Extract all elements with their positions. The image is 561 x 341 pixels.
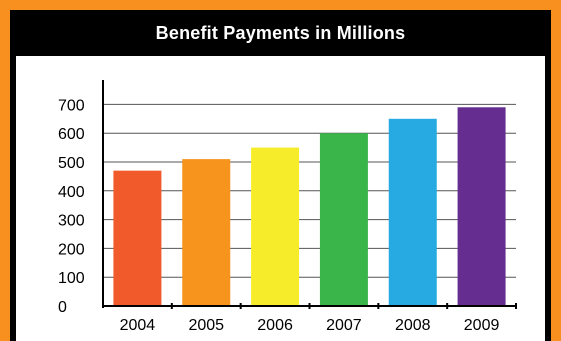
bar <box>182 159 231 306</box>
x-tick-label: 2006 <box>257 317 293 334</box>
bar <box>251 147 300 306</box>
bar <box>388 118 437 306</box>
y-tick-label: 600 <box>58 126 85 143</box>
x-tick-label: 2009 <box>464 317 500 334</box>
y-tick-label: 700 <box>58 97 85 114</box>
gridlines <box>103 103 516 278</box>
axes <box>102 80 517 309</box>
x-tick-label: 2008 <box>395 317 431 334</box>
x-tick-label: 2004 <box>120 317 156 334</box>
y-tick-labels: 0 100 200 300 400 500 600 700 <box>58 97 85 316</box>
x-tick-labels: 2004 2005 2006 2007 2008 2009 <box>120 317 500 334</box>
y-tick-label: 0 <box>58 299 67 316</box>
bar <box>113 170 162 306</box>
chart-title: Benefit Payments in Millions <box>155 22 406 43</box>
x-tick-label: 2005 <box>188 317 224 334</box>
y-tick-label: 400 <box>58 184 85 201</box>
x-tick-label: 2007 <box>326 317 362 334</box>
y-tick-label: 100 <box>58 270 85 287</box>
bars <box>113 107 506 306</box>
y-tick-label: 200 <box>58 241 85 258</box>
chart-title-bar: Benefit Payments in Millions <box>10 10 551 56</box>
y-tick-label: 300 <box>58 213 85 230</box>
bar <box>319 133 368 306</box>
y-tick-label: 500 <box>58 155 85 172</box>
bar <box>457 107 506 306</box>
